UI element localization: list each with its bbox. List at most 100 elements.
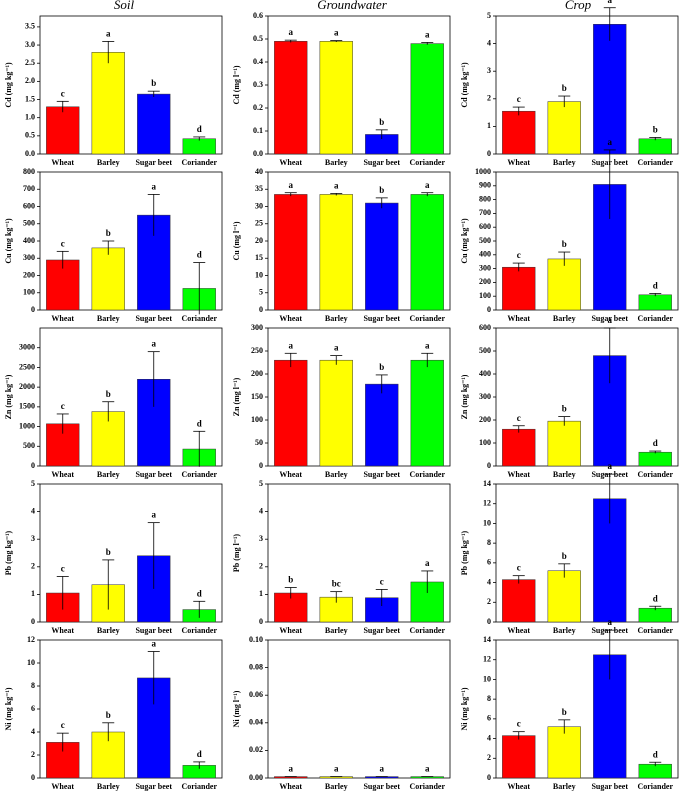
y-tick-label: 2.5 [25,58,35,67]
y-tick-label: 2.0 [25,76,35,85]
y-tick-label: 4 [31,727,35,736]
x-tick-label: Sugar beet [363,470,400,479]
significance-letter: a [289,340,294,350]
significance-letter: a [152,510,157,520]
x-tick-label: Coriander [181,158,217,167]
y-tick-label: 10 [483,674,491,683]
significance-letter: a [106,28,111,38]
y-tick-label: 0.0 [253,149,263,158]
x-tick-label: Wheat [507,470,530,479]
y-axis-label: Cu (mg kg⁻¹) [460,218,469,264]
y-axis-label: Cu (mg kg⁻¹) [4,218,13,264]
y-axis-label: Zn (mg l⁻¹) [232,377,241,416]
y-tick-label: 4 [259,506,263,515]
y-tick-label: 4 [487,577,491,586]
y-tick-label: 2500 [19,362,35,371]
bar [638,138,672,155]
plot-frame [267,483,451,623]
x-tick-label: Barley [553,626,576,635]
y-axis-label: Pb (mg kg⁻¹) [460,530,469,575]
bar [274,194,308,311]
significance-letter: a [608,137,613,147]
bar [274,41,308,155]
bar [319,359,353,467]
y-tick-label: 1 [487,121,491,130]
x-tick-label: Barley [97,626,120,635]
y-tick-label: 2 [487,94,491,103]
x-tick-label: Coriander [637,626,673,635]
y-tick-label: 1500 [19,402,35,411]
x-tick-label: Wheat [507,626,530,635]
significance-letter: b [106,389,111,399]
significance-letter: d [197,250,202,260]
x-tick-label: Barley [97,470,120,479]
x-tick-label: Sugar beet [363,314,400,323]
significance-letter: b [562,551,567,561]
y-tick-label: 6 [31,704,35,713]
y-tick-label: 0.10 [249,635,263,644]
significance-letter: bc [332,579,341,589]
bar [91,52,125,155]
y-tick-label: 0.06 [249,690,263,699]
x-tick-label: Wheat [51,470,74,479]
y-tick-label: 0.5 [253,34,263,43]
x-tick-label: Wheat [279,470,302,479]
y-tick-label: 20 [255,236,263,245]
x-tick-label: Wheat [279,626,302,635]
plot-frame [39,327,223,467]
y-tick-label: 3.0 [25,40,35,49]
y-tick-label: 0.3 [253,80,263,89]
significance-letter: a [425,764,430,774]
significance-letter: c [61,238,65,248]
column-title: Soil [114,0,135,12]
y-tick-label: 0 [259,461,263,470]
significance-letter: d [197,588,202,598]
y-tick-label: 200 [479,415,491,424]
plot-frame [495,15,679,155]
significance-letter: a [152,339,157,349]
bar [638,294,672,311]
y-tick-label: 100 [479,291,491,300]
y-tick-label: 600 [479,222,491,231]
y-tick-label: 5 [487,11,491,20]
significance-letter: c [517,563,521,573]
x-tick-label: Coriander [409,314,445,323]
y-tick-label: 400 [479,250,491,259]
bar [319,41,353,155]
y-tick-label: 200 [479,277,491,286]
bar [91,247,125,311]
significance-letter: a [334,343,339,353]
significance-letter: b [653,125,658,135]
y-tick-label: 0.04 [249,718,263,727]
significance-letter: c [517,250,521,260]
x-tick-label: Sugar beet [135,626,172,635]
significance-letter: c [61,564,65,574]
x-tick-label: Barley [97,158,120,167]
y-tick-label: 200 [23,270,35,279]
y-tick-label: 14 [483,479,491,488]
y-tick-label: 300 [479,392,491,401]
y-axis-label: Zn (mg kg⁻¹) [4,374,13,419]
bar [638,607,672,623]
y-tick-label: 1.5 [25,94,35,103]
y-tick-label: 0.00 [249,773,263,782]
y-tick-label: 400 [479,369,491,378]
x-tick-label: Coriander [181,314,217,323]
y-tick-label: 50 [255,438,263,447]
x-tick-label: Coriander [409,626,445,635]
x-tick-label: Wheat [507,158,530,167]
bar [547,101,581,155]
bar [410,359,444,467]
y-tick-label: 25 [255,219,263,228]
significance-letter: a [289,764,294,774]
x-tick-label: Sugar beet [363,158,400,167]
bar [547,726,581,779]
y-tick-label: 300 [479,263,491,272]
y-tick-label: 0 [31,305,35,314]
y-tick-label: 0.6 [253,11,263,20]
y-tick-label: 1.0 [25,113,35,122]
significance-letter: c [61,88,65,98]
x-tick-label: Wheat [279,158,302,167]
y-tick-label: 30 [255,201,263,210]
